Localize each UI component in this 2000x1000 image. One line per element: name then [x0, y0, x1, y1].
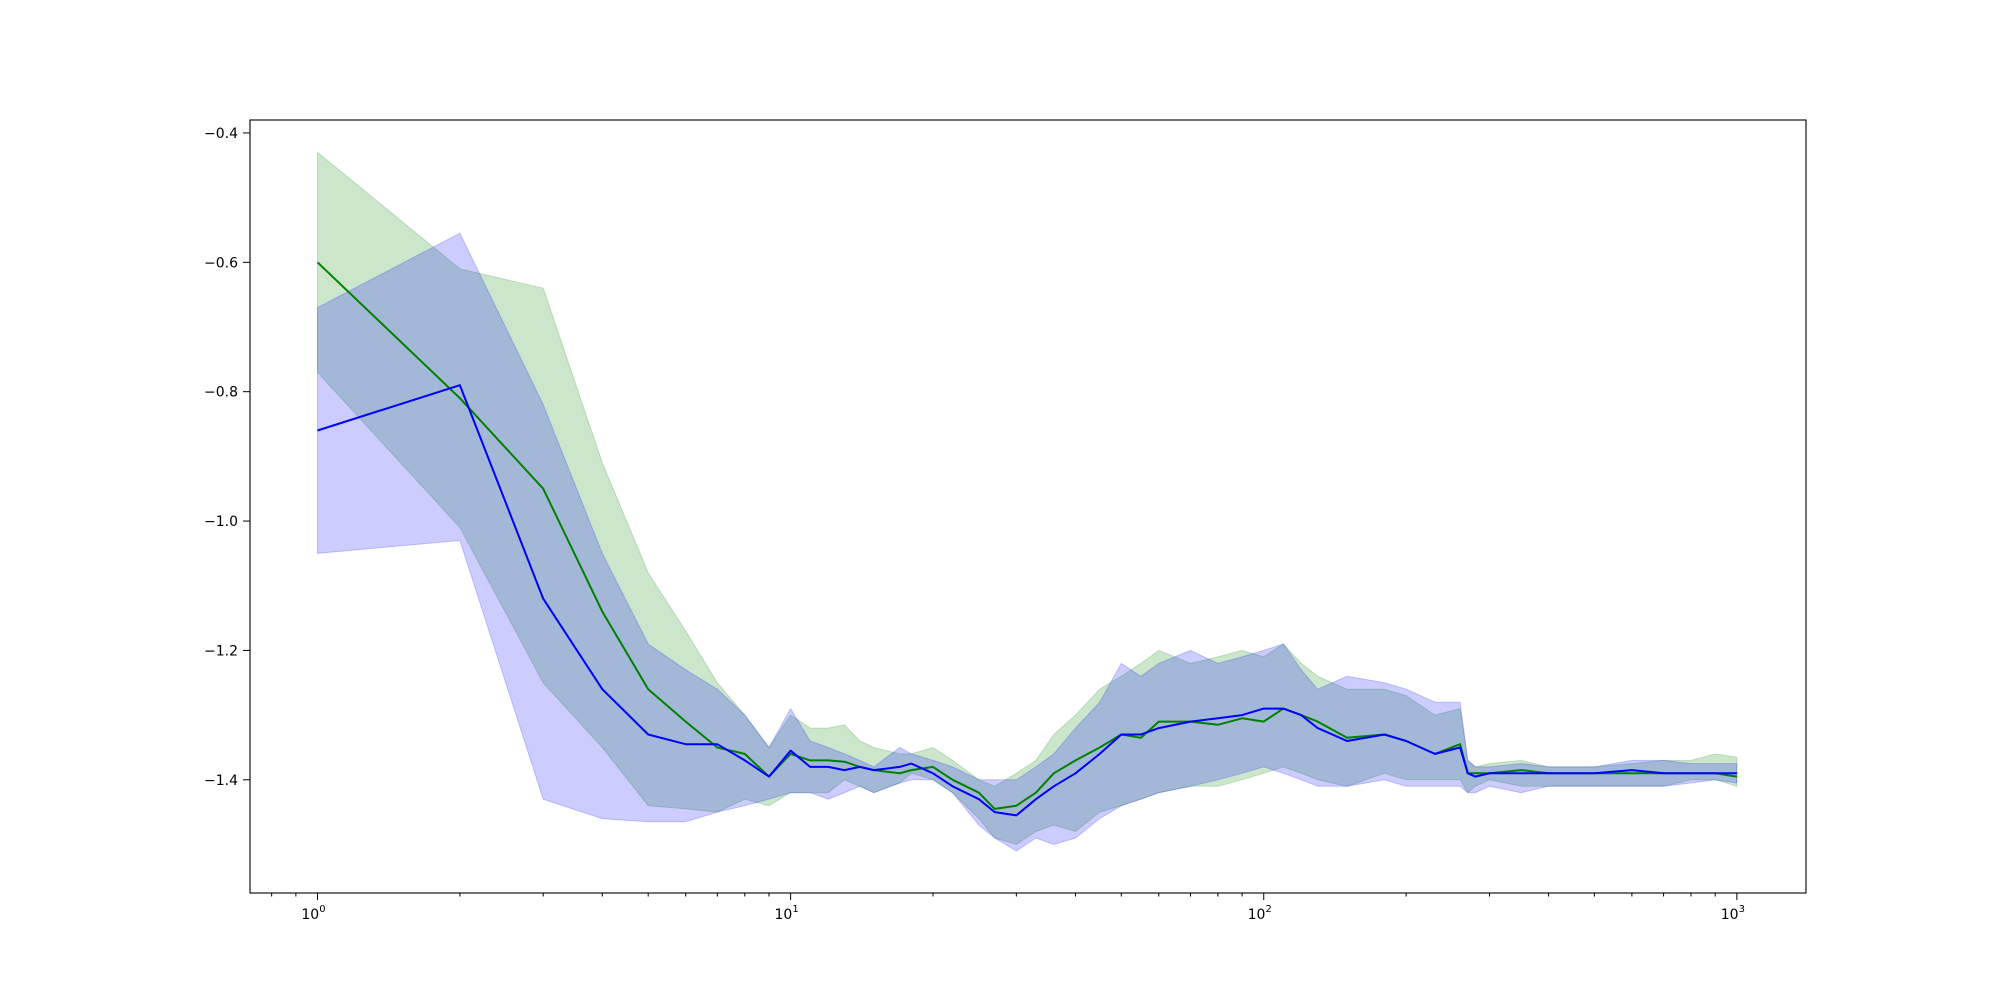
y-tick-label: −0.8 — [204, 385, 238, 401]
confidence-bands — [317, 151, 1738, 852]
y-tick-label: −1.2 — [204, 643, 238, 659]
y-tick-label: −1.0 — [204, 514, 238, 530]
series-lines — [316, 261, 1738, 817]
blue-series-line — [317, 384, 1737, 817]
green-series-line — [316, 261, 1738, 810]
axes-frame — [249, 119, 1807, 894]
green-confidence-band — [317, 151, 1738, 846]
y-tick-label: −1.4 — [204, 773, 238, 789]
y-tick-label: −0.6 — [204, 255, 238, 271]
y-tick-label: −0.4 — [204, 126, 238, 142]
blue-confidence-band — [317, 232, 1738, 852]
y-axis-ticks: −0.4 −0.6 −0.8 −1.0 −1.2 −1.4 — [204, 126, 250, 789]
